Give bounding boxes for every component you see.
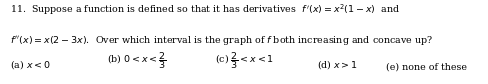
Text: (b) $0<x<\dfrac{2}{3}$: (b) $0<x<\dfrac{2}{3}$ bbox=[107, 50, 167, 71]
Text: $f\,''(x)=x(2-3x)$.  Over which interval is the graph of $f$ both increasing and: $f\,''(x)=x(2-3x)$. Over which interval … bbox=[10, 34, 433, 47]
Text: (e) none of these: (e) none of these bbox=[386, 62, 467, 71]
Text: 11.  Suppose a function is defined so that it has derivatives  $f\,'(x)=x^2(1-x): 11. Suppose a function is defined so tha… bbox=[10, 3, 400, 17]
Text: (d) $x>1$: (d) $x>1$ bbox=[317, 58, 358, 71]
Text: (c) $\dfrac{2}{3}<x<1$: (c) $\dfrac{2}{3}<x<1$ bbox=[215, 50, 274, 71]
Text: (a) $x<0$: (a) $x<0$ bbox=[10, 58, 51, 71]
